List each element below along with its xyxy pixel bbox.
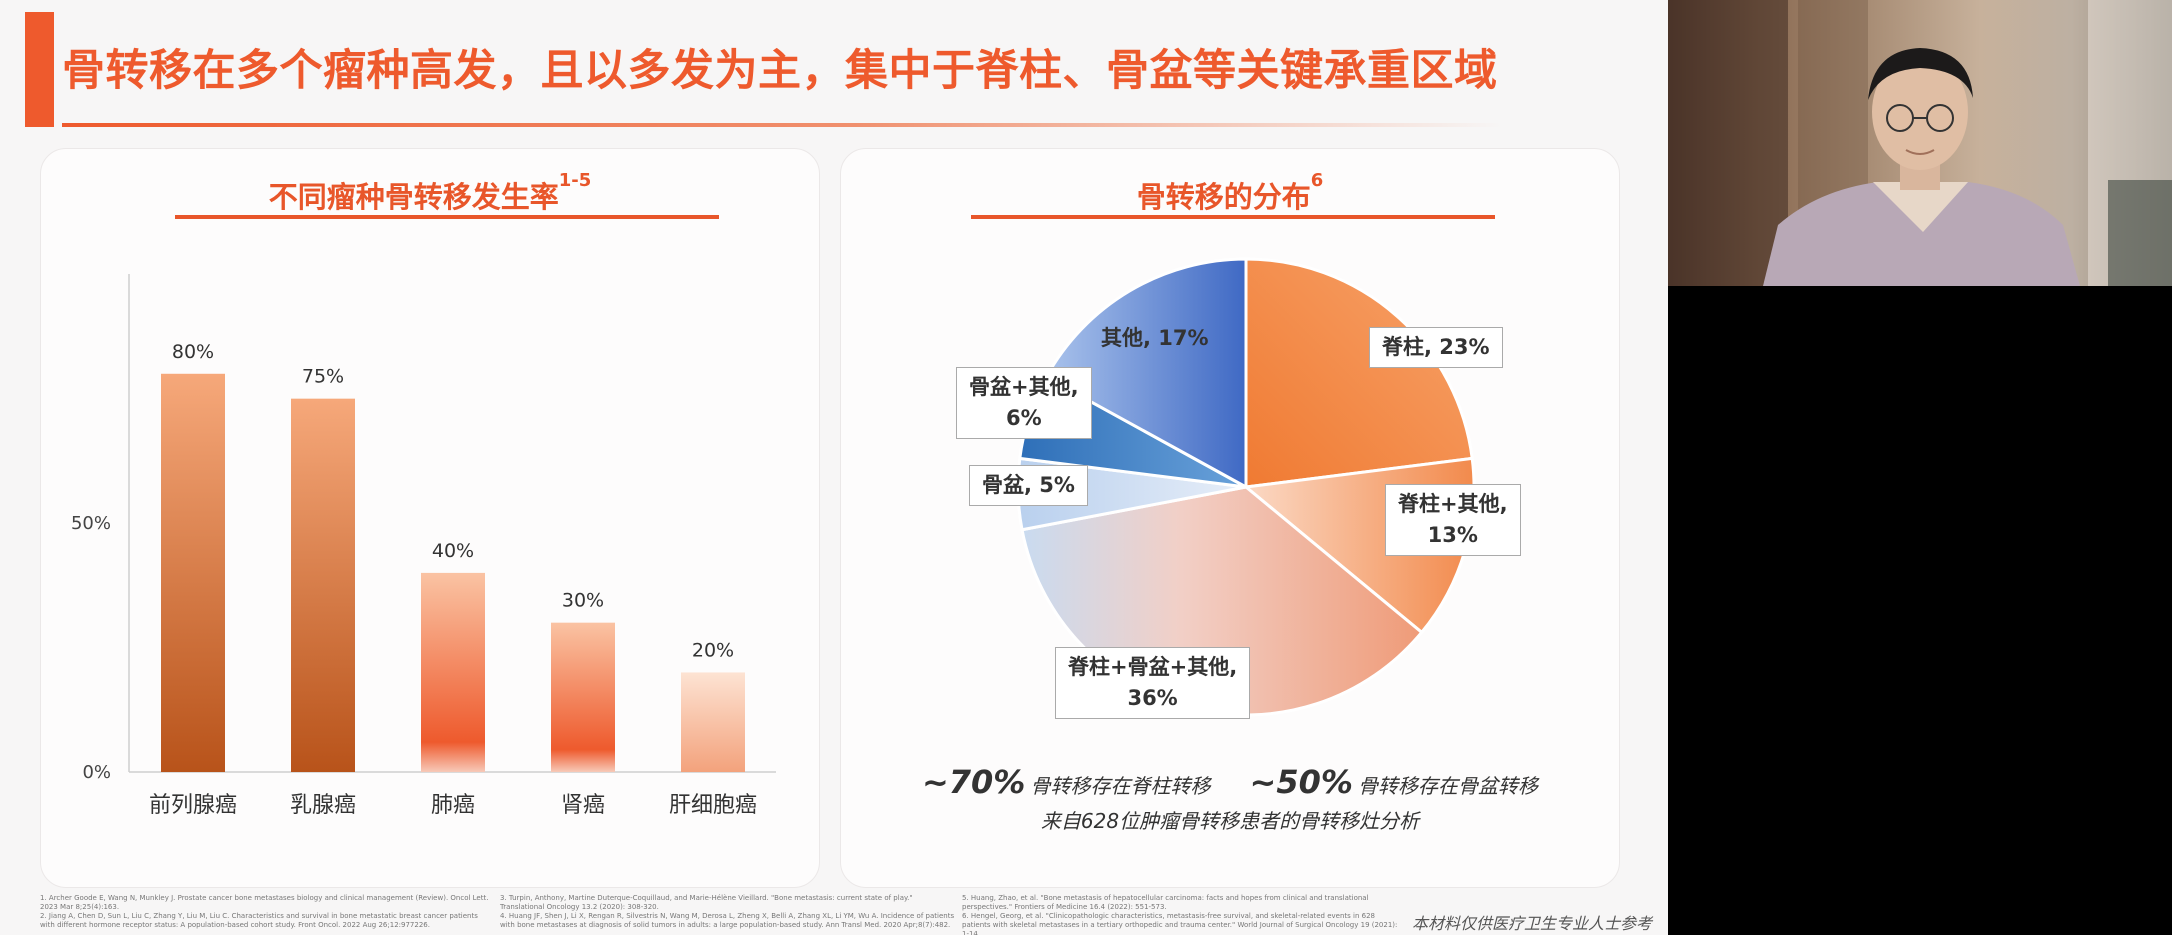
bar-data-label: 20%	[692, 639, 734, 661]
pie-summary-stats: ~70% 骨转移存在脊柱转移 ~50% 骨转移存在骨盆转移	[841, 763, 1619, 801]
bar-chart-title-citation: 1-5	[558, 170, 592, 191]
bar-chart-title: 不同瘤种骨转移发生率1-5	[268, 170, 592, 214]
bar-data-label: 80%	[172, 341, 214, 363]
footer-disclaimer: 本材料仅供医疗卫生专业人士参考	[1411, 914, 1652, 933]
pie-chart-title-underline	[971, 215, 1495, 219]
pie-chart-panel: 骨转移的分布6 脊柱, 23% 脊柱+其他, 13% 脊柱+骨盆+其他, 36% 骨…	[840, 148, 1620, 888]
bar-category-label: 肺癌	[431, 793, 475, 818]
pie-label-pelvis-other: 骨盆+其他, 6%	[956, 367, 1092, 439]
pie-label-other: 其他, 17%	[1101, 326, 1209, 350]
bar-chart-title-underline	[175, 215, 719, 219]
bar-chart-marks: 80% 前列腺癌 75% 乳腺癌 40% 肺癌 30% 肾癌 20% 肝细胞癌	[149, 341, 757, 818]
bar-y-tick-label: 0%	[82, 762, 111, 783]
pie-chart-title-citation: 6	[1310, 170, 1324, 191]
pie-label-spine-pelvis-other: 脊柱+骨盆+其他, 36%	[1055, 647, 1251, 719]
reference-block-1: 1. Archer Goode E, Wang N, Munkley J. Pr…	[40, 894, 489, 929]
slide-title: 骨转移在多个瘤种高发，且以多发为主，集中于脊柱、骨盆等关键承重区域	[62, 46, 1498, 96]
bar-5	[681, 672, 745, 772]
bar-1	[161, 373, 225, 772]
reference-block-2: 3. Turpin, Anthony, Martine Duterque-Coq…	[500, 894, 955, 929]
stat-spine-text: 骨转移存在脊柱转移	[1030, 774, 1211, 798]
pie-chart-title: 骨转移的分布6	[1136, 170, 1324, 214]
bar-category-label: 肝细胞癌	[669, 793, 757, 818]
bar-data-label: 40%	[432, 540, 474, 562]
webcam-video-feed	[1668, 0, 2172, 286]
title-underline	[62, 123, 1502, 127]
bar-category-label: 肾癌	[561, 793, 605, 818]
bar-3	[421, 572, 485, 772]
reference-block-3: 5. Huang, Zhao, et al. "Bone metastasis …	[962, 894, 1398, 935]
pie-slice-1	[1244, 257, 1474, 489]
stat-spine-value: ~70%	[921, 763, 1026, 801]
bar-data-label: 75%	[302, 366, 344, 388]
pie-label-pelvis: 骨盆, 5%	[969, 465, 1088, 506]
pie-label-spine: 脊柱, 23%	[1369, 327, 1503, 368]
bar-data-label: 30%	[562, 590, 604, 612]
presentation-slide: 骨转移在多个瘤种高发，且以多发为主，集中于脊柱、骨盆等关键承重区域 不同瘤种骨转…	[0, 0, 1668, 935]
stat-pelvis-text: 骨转移存在骨盆转移	[1358, 774, 1539, 798]
bar-category-label: 乳腺癌	[290, 793, 356, 818]
bar-4	[551, 622, 615, 772]
presenter-video	[1668, 0, 2172, 286]
bar-2	[291, 398, 355, 772]
bar-chart: 0% 50% 80% 前列腺癌 75% 乳腺癌 40% 肺癌 30% 肾癌 20% 肝细胞癌	[71, 274, 776, 818]
bar-category-label: 前列腺癌	[149, 793, 237, 818]
title-accent-bar	[25, 12, 54, 127]
pie-label-spine-other: 脊柱+其他, 13%	[1385, 484, 1521, 556]
bar-chart-panel: 不同瘤种骨转移发生率1-5 0% 50% 80% 前列腺癌 75% 乳腺癌 40% 肺癌 30…	[40, 148, 820, 888]
stat-pelvis-value: ~50%	[1249, 763, 1353, 801]
pie-slice-6	[1044, 257, 1248, 490]
pie-summary-source: 来自628位肿瘤骨转移患者的骨转移灶分析	[1040, 809, 1420, 833]
bar-y-tick-label: 50%	[71, 513, 111, 534]
